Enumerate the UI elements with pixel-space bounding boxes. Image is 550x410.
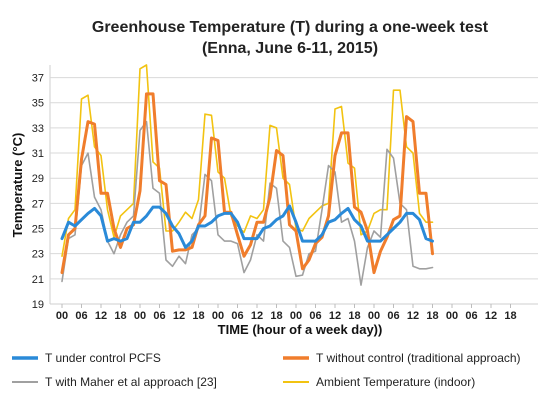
x-tick-label: 00 <box>446 310 458 322</box>
series-lines <box>60 64 434 286</box>
y-tick-label: 35 <box>32 98 44 110</box>
x-tick-label: 12 <box>173 310 185 322</box>
y-tick-label: 37 <box>32 73 44 85</box>
grid-lines <box>50 77 538 280</box>
x-tick-label: 00 <box>368 310 380 322</box>
x-tick-label: 18 <box>504 310 516 322</box>
series-line-1 <box>60 92 434 275</box>
y-tick-label: 19 <box>32 299 44 311</box>
y-tick-label: 23 <box>32 249 44 261</box>
legend-label-0: T under control PCFS <box>45 351 161 365</box>
y-axis-ticks: 19 21 23 25 27 29 31 33 35 37 <box>32 73 44 311</box>
series-line-2 <box>61 120 434 286</box>
x-tick-label: 18 <box>348 310 360 322</box>
y-tick-label: 25 <box>32 224 44 236</box>
x-tick-label: 12 <box>485 310 497 322</box>
series-line-0 <box>60 204 434 249</box>
x-tick-label: 00 <box>290 310 302 322</box>
y-axis-title: Temperature (°C) <box>10 133 25 238</box>
legend: T under control PCFS T without control (t… <box>12 351 521 389</box>
legend-label-2: T with Maher et al approach [23] <box>45 375 217 389</box>
x-tick-label: 18 <box>426 310 438 322</box>
x-tick-label: 18 <box>270 310 282 322</box>
x-axis-ticks: 00 06 12 18 00 06 12 18 00 06 12 18 00 06 12 18 00 06 12 18… <box>56 304 517 322</box>
x-tick-label: 12 <box>329 310 341 322</box>
x-tick-label: 06 <box>231 310 243 322</box>
x-tick-label: 18 <box>114 310 126 322</box>
y-tick-label: 31 <box>32 148 44 160</box>
x-tick-label: 06 <box>387 310 399 322</box>
x-tick-label: 12 <box>251 310 263 322</box>
x-tick-label: 06 <box>75 310 87 322</box>
y-tick-label: 21 <box>32 274 44 286</box>
x-tick-label: 12 <box>95 310 107 322</box>
x-tick-label: 12 <box>407 310 419 322</box>
chart-title-line2: (Enna, June 6-11, 2015) <box>202 40 378 57</box>
x-tick-label: 00 <box>212 310 224 322</box>
legend-label-3: Ambient Temperature (indoor) <box>316 375 475 389</box>
y-tick-label: 27 <box>32 198 44 210</box>
x-tick-label: 06 <box>309 310 321 322</box>
y-tick-label: 33 <box>32 123 44 135</box>
chart-title-line1: Greenhouse Temperature (T) during a one-… <box>92 19 489 36</box>
x-tick-label: 00 <box>134 310 146 322</box>
x-tick-label: 00 <box>56 310 68 322</box>
series-line-3 <box>61 64 434 258</box>
legend-label-1: T without control (traditional approach) <box>316 351 521 365</box>
x-tick-label: 06 <box>465 310 477 322</box>
x-tick-label: 06 <box>153 310 165 322</box>
x-tick-label: 18 <box>192 310 204 322</box>
x-axis-title: TIME (hour of a week day)) <box>218 322 383 337</box>
y-tick-label: 29 <box>32 173 44 185</box>
